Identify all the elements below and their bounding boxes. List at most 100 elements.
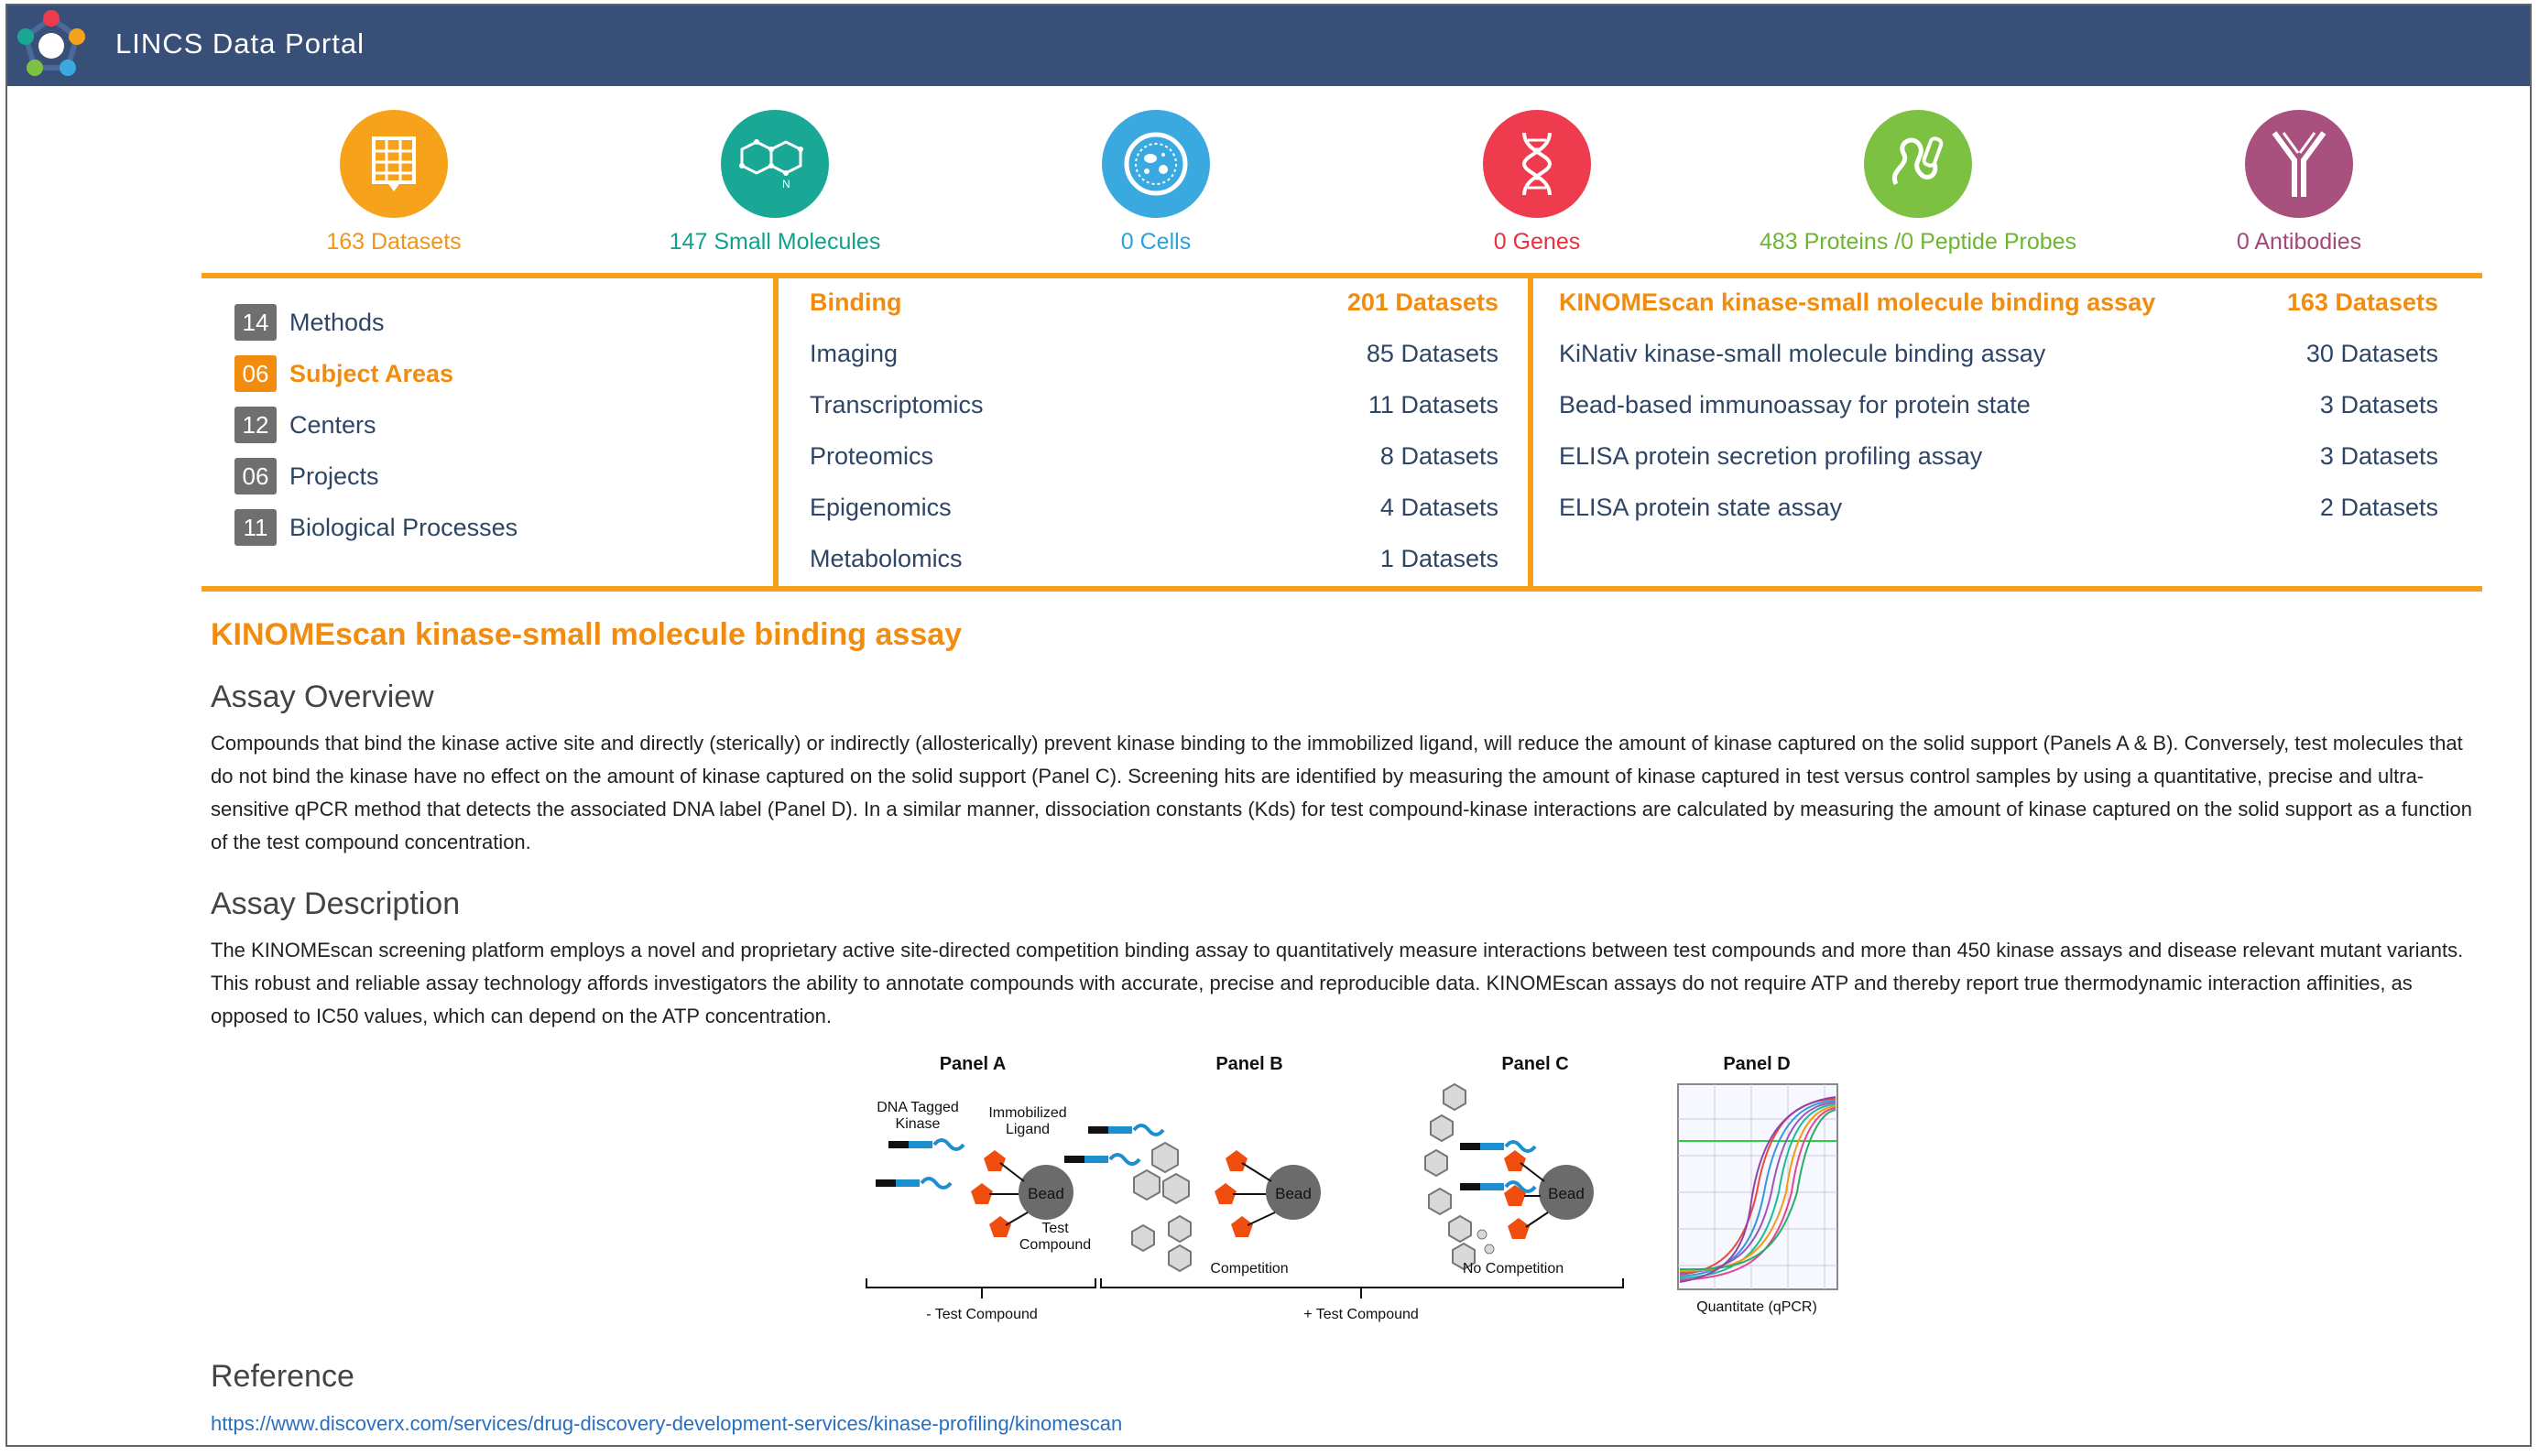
assay-name: KiNativ kinase-small molecule binding as… bbox=[1559, 339, 2046, 367]
assay-kinativ[interactable]: KiNativ kinase-small molecule binding as… bbox=[1559, 335, 2438, 372]
dataset-count: 4 Datasets bbox=[1379, 493, 1498, 521]
figure-label: Bead bbox=[1028, 1185, 1064, 1202]
assay-name: Bead-based immunoassay for protein state bbox=[1559, 390, 2031, 418]
dataset-count: 1 Datasets bbox=[1379, 544, 1498, 572]
subject-area-metabolomics[interactable]: Metabolomics 1 Datasets bbox=[810, 540, 1498, 577]
dna-icon bbox=[1483, 110, 1591, 218]
dataset-count: 8 Datasets bbox=[1379, 441, 1498, 470]
overview-heading: Assay Overview bbox=[211, 679, 434, 714]
figure-label: Bead bbox=[1275, 1185, 1312, 1202]
figure-label: Compound bbox=[1019, 1237, 1091, 1253]
panel-b-title: Panel B bbox=[1215, 1055, 1282, 1074]
tile-antibodies[interactable]: 0 Antibodies bbox=[2107, 110, 2491, 266]
app-title[interactable]: LINCS Data Portal bbox=[115, 27, 365, 60]
dataset-count: 85 Datasets bbox=[1366, 339, 1498, 367]
description-text: The KINOMEscan screening platform employ… bbox=[211, 939, 2464, 1027]
count-badge: 06 bbox=[234, 458, 277, 494]
assay-elisa-secretion[interactable]: ELISA protein secretion profiling assay … bbox=[1559, 438, 2438, 474]
panel-d-drawing: Quantitate (qPCR) bbox=[1677, 1083, 1838, 1315]
tile-label: 163 Datasets bbox=[326, 229, 462, 255]
subject-area-binding[interactable]: Binding 201 Datasets bbox=[810, 284, 1498, 321]
panel-c-drawing: Bead No Competition bbox=[1424, 1082, 1594, 1277]
assay-title: KINOMEscan kinase-small molecule binding… bbox=[211, 617, 963, 652]
nav-methods[interactable]: 14 Methods bbox=[234, 302, 385, 342]
figure-label: Quantitate (qPCR) bbox=[1696, 1299, 1817, 1315]
nav-biological-processes[interactable]: 11 Biological Processes bbox=[234, 507, 518, 548]
nav-label: Subject Areas bbox=[289, 359, 454, 387]
dataset-count: 163 Datasets bbox=[2286, 288, 2438, 316]
subject-area-proteomics[interactable]: Proteomics 8 Datasets bbox=[810, 438, 1498, 474]
divider bbox=[1528, 273, 1533, 590]
subject-area-name: Proteomics bbox=[810, 441, 934, 470]
lincs-logo-icon[interactable] bbox=[15, 9, 88, 82]
description-heading: Assay Description bbox=[211, 886, 461, 921]
divider bbox=[202, 273, 2482, 278]
assay-name: ELISA protein secretion profiling assay bbox=[1559, 441, 1983, 470]
reference-link[interactable]: https://www.discoverx.com/services/drug-… bbox=[211, 1412, 1123, 1435]
tile-label: 0 Genes bbox=[1493, 229, 1581, 255]
dataset-count: 201 Datasets bbox=[1346, 288, 1498, 316]
count-badge: 14 bbox=[234, 304, 277, 341]
assay-elisa-state[interactable]: ELISA protein state assay 2 Datasets bbox=[1559, 489, 2438, 526]
count-badge: 12 bbox=[234, 407, 277, 443]
assay-bead-based[interactable]: Bead-based immunoassay for protein state… bbox=[1559, 386, 2438, 423]
overview-text: Compounds that bind the kinase active si… bbox=[211, 732, 2472, 853]
figure-label: Immobilized bbox=[988, 1105, 1066, 1121]
nav-label: Methods bbox=[289, 308, 385, 336]
dataset-count: 3 Datasets bbox=[2319, 441, 2438, 470]
cell-icon bbox=[1102, 110, 1210, 218]
count-badge: 06 bbox=[234, 355, 277, 392]
tile-cells[interactable]: 0 Cells bbox=[964, 110, 1348, 266]
dataset-count: 3 Datasets bbox=[2319, 390, 2438, 418]
subject-area-name: Binding bbox=[810, 288, 902, 316]
subject-area-name: Imaging bbox=[810, 339, 899, 367]
molecule-icon: N bbox=[721, 110, 829, 218]
nav-label: Projects bbox=[289, 462, 379, 490]
tile-proteins[interactable]: 483 Proteins /0 Peptide Probes bbox=[1726, 110, 2110, 266]
nav-subject-areas[interactable]: 06 Subject Areas bbox=[234, 353, 453, 394]
protein-icon bbox=[1864, 110, 1972, 218]
assay-name: KINOMEscan kinase-small molecule binding… bbox=[1559, 288, 2156, 316]
figure-label: Ligand bbox=[1006, 1122, 1050, 1137]
nav-label: Biological Processes bbox=[289, 513, 518, 541]
dataset-count: 30 Datasets bbox=[2305, 339, 2438, 367]
dataset-count: 11 Datasets bbox=[1368, 390, 1498, 418]
dataset-count: 2 Datasets bbox=[2319, 493, 2438, 521]
subject-area-name: Transcriptomics bbox=[810, 390, 984, 418]
assay-name: ELISA protein state assay bbox=[1559, 493, 1843, 521]
panel-a-title: Panel A bbox=[940, 1055, 1007, 1074]
panel-d-title: Panel D bbox=[1723, 1055, 1790, 1074]
subject-area-epigenomics[interactable]: Epigenomics 4 Datasets bbox=[810, 489, 1498, 526]
figure-label: - Test Compound bbox=[926, 1307, 1038, 1322]
assay-kinomescan[interactable]: KINOMEscan kinase-small molecule binding… bbox=[1559, 284, 2438, 321]
figure-label: Test bbox=[1041, 1221, 1069, 1236]
divider bbox=[202, 586, 2482, 592]
figure-label: No Competition bbox=[1463, 1261, 1564, 1277]
count-badge: 11 bbox=[234, 509, 277, 546]
figure-brackets bbox=[866, 1278, 1624, 1298]
tile-small-molecules[interactable]: N 147 Small Molecules bbox=[583, 110, 967, 266]
tile-genes[interactable]: 0 Genes bbox=[1345, 110, 1729, 266]
figure-label: DNA Tagged bbox=[877, 1100, 959, 1115]
figure-label: Kinase bbox=[896, 1116, 941, 1132]
subject-area-transcriptomics[interactable]: Transcriptomics 11 Datasets bbox=[810, 386, 1498, 423]
reference-heading: Reference bbox=[211, 1359, 354, 1394]
tile-label: 147 Small Molecules bbox=[669, 229, 881, 255]
nav-label: Centers bbox=[289, 410, 376, 439]
tile-label: 0 Cells bbox=[1120, 229, 1192, 255]
tile-label: 0 Antibodies bbox=[2236, 229, 2362, 255]
figure-label: Bead bbox=[1548, 1185, 1585, 1202]
panel-b-drawing: Bead Test Compound Competition bbox=[1019, 1124, 1321, 1277]
nav-centers[interactable]: 12 Centers bbox=[234, 405, 376, 445]
panel-a-drawing: Bead bbox=[876, 1138, 1073, 1237]
antibody-icon bbox=[2245, 110, 2353, 218]
app-window: LINCS Data Portal 163 Datasets bbox=[5, 4, 2532, 1447]
tile-label: 483 Proteins /0 Peptide Probes bbox=[1759, 229, 2077, 255]
panel-c-title: Panel C bbox=[1501, 1055, 1568, 1074]
tile-datasets[interactable]: 163 Datasets bbox=[202, 110, 586, 266]
figure-label: Competition bbox=[1210, 1261, 1288, 1277]
subject-area-imaging[interactable]: Imaging 85 Datasets bbox=[810, 335, 1498, 372]
subject-area-name: Metabolomics bbox=[810, 544, 963, 572]
divider bbox=[773, 273, 779, 590]
nav-projects[interactable]: 06 Projects bbox=[234, 456, 379, 496]
